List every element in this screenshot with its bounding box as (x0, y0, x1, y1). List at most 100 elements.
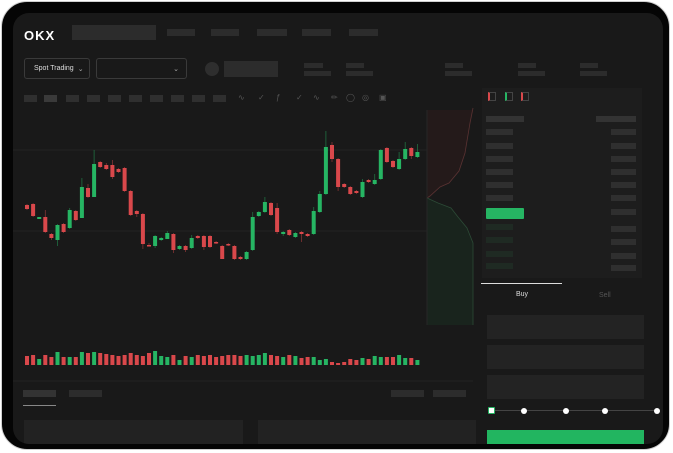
slider-step-50[interactable] (563, 408, 569, 414)
timeframe-button[interactable] (192, 95, 205, 102)
tab-buy[interactable]: Buy (516, 291, 529, 298)
slider-step-25[interactable] (521, 408, 527, 414)
bottom-action[interactable] (391, 390, 424, 397)
volume-bar (220, 356, 225, 365)
nav-item[interactable] (257, 29, 287, 36)
ask-size (611, 209, 636, 215)
draw-icon[interactable]: ✏ (331, 93, 338, 102)
candle (67, 208, 72, 229)
ask-price (486, 195, 513, 201)
nav-item[interactable] (349, 29, 378, 36)
timeframe-button[interactable] (129, 95, 142, 102)
candle (37, 217, 42, 219)
candle-body (384, 148, 389, 162)
candle-body (305, 234, 310, 236)
candle (269, 202, 273, 216)
volume-bar (67, 357, 72, 365)
search-bar[interactable] (72, 25, 156, 40)
tab-sell[interactable]: Sell (599, 292, 611, 299)
line-type-icon[interactable]: ∿ (238, 93, 245, 102)
candle (317, 191, 322, 213)
orderbook-bids-icon[interactable] (505, 92, 513, 101)
slider-step-75[interactable] (602, 408, 608, 414)
candle (342, 183, 347, 188)
candle-body (378, 150, 383, 179)
stat-value (346, 71, 373, 76)
settings-icon[interactable]: ◎ (362, 93, 369, 102)
bottom-action[interactable] (433, 390, 466, 397)
volume-bar (116, 356, 121, 365)
candle-body (299, 232, 304, 234)
timeframe-button[interactable] (108, 95, 121, 102)
candle (165, 231, 170, 239)
volume-bar (262, 353, 267, 365)
candle-body (226, 244, 231, 246)
candle-body (98, 162, 103, 167)
buy-submit-button[interactable] (487, 430, 644, 444)
stat-value (518, 71, 545, 76)
candle-body (79, 187, 84, 218)
timeframe-button[interactable] (171, 95, 184, 102)
candle-body (49, 234, 54, 238)
volume-bar (98, 353, 103, 365)
volume-bar (366, 359, 371, 365)
amount-slider-track[interactable] (491, 410, 658, 411)
nav-item[interactable] (302, 29, 331, 36)
candle (275, 203, 280, 234)
volume-bar (384, 357, 389, 365)
candle-body (348, 187, 353, 194)
trend-icon[interactable]: ∿ (313, 93, 320, 102)
timeframe-button[interactable] (213, 95, 226, 102)
candlestick-chart[interactable] (13, 13, 663, 444)
volume-bar (134, 355, 139, 365)
candle (354, 190, 359, 194)
orderbook-header (486, 116, 524, 122)
candle-body (153, 236, 158, 246)
candle (293, 232, 298, 238)
orderbook-asks-icon[interactable] (521, 92, 529, 101)
volume-bar (195, 355, 200, 365)
candle-body (31, 204, 36, 216)
market-type-select[interactable]: Spot Trading ⌄ (24, 58, 90, 79)
candle (55, 224, 60, 246)
tab-open-orders[interactable] (23, 390, 56, 397)
ask-size (611, 143, 636, 149)
timeframe-button[interactable] (66, 95, 79, 102)
candle-body (293, 233, 298, 237)
camera-icon[interactable]: ◯ (346, 93, 355, 102)
slider-step-100[interactable] (654, 408, 660, 414)
nav-item[interactable] (167, 29, 195, 36)
candle-body (366, 180, 371, 182)
timeframe-button[interactable] (24, 95, 37, 102)
indicator-icon[interactable]: ✓ (258, 93, 265, 102)
volume-bar (183, 356, 188, 365)
volume-bar (214, 357, 219, 365)
candle-body (244, 252, 249, 259)
amount-slider-handle[interactable] (488, 407, 495, 414)
timeframe-button[interactable] (44, 95, 57, 102)
fullscreen-icon[interactable]: ▣ (379, 93, 387, 102)
candle (262, 197, 267, 213)
timeframe-button[interactable] (150, 95, 163, 102)
nav-item[interactable] (211, 29, 239, 36)
candle (73, 210, 78, 221)
candle (256, 211, 261, 217)
fx-icon[interactable]: ƒ (276, 93, 281, 102)
volume-bar (55, 352, 60, 365)
candle-body (183, 246, 188, 250)
bid-size (611, 239, 636, 245)
total-input[interactable] (487, 375, 644, 399)
candle (403, 142, 408, 160)
candle (226, 243, 231, 246)
ask-size (611, 129, 636, 135)
volume-bar (128, 353, 133, 365)
amount-input[interactable] (487, 345, 644, 369)
tab-order-history[interactable] (69, 390, 102, 397)
candle-body (140, 214, 145, 244)
orderbook-both-icon[interactable] (488, 92, 496, 101)
check-icon[interactable]: ✓ (296, 93, 303, 102)
timeframe-button[interactable] (87, 95, 100, 102)
price-input[interactable] (487, 315, 644, 339)
volume-bar (92, 352, 97, 365)
pair-select[interactable]: ⌄ (96, 58, 187, 79)
